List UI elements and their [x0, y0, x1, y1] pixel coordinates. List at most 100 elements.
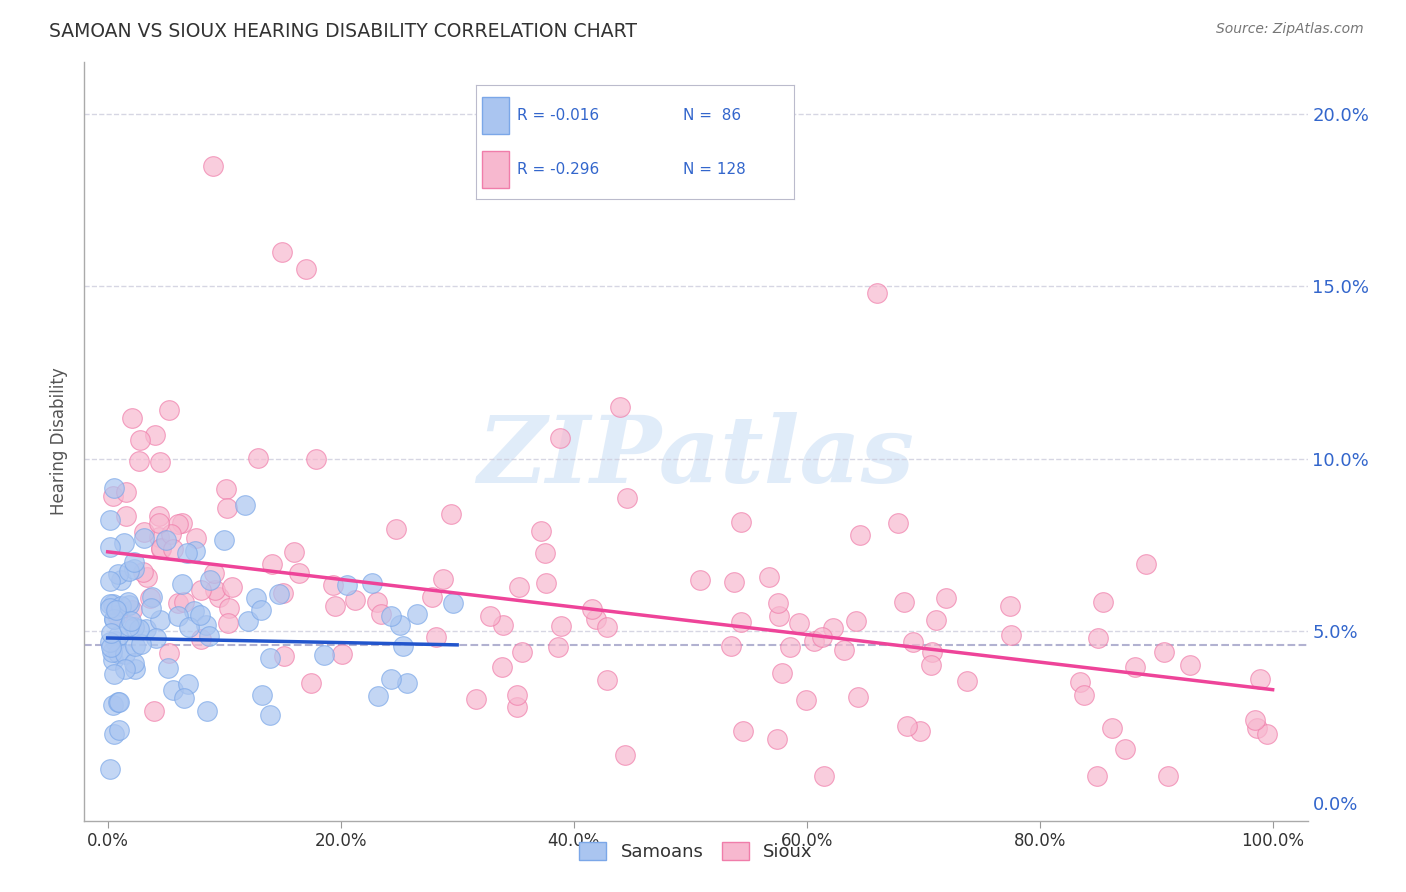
- Point: [823, 621, 845, 635]
- Point: [1243, 714, 1265, 728]
- Point: [166, 608, 188, 623]
- Point: [392, 640, 415, 654]
- Point: [396, 676, 419, 690]
- Point: [766, 731, 789, 746]
- Point: [98, 635, 121, 649]
- Point: [98, 513, 121, 527]
- Point: [770, 666, 793, 681]
- Point: [100, 640, 122, 655]
- Point: [139, 601, 162, 615]
- Point: [1246, 721, 1268, 735]
- Point: [865, 286, 887, 301]
- Point: [221, 580, 243, 594]
- Point: [118, 598, 141, 612]
- Point: [1000, 628, 1022, 642]
- Point: [143, 704, 166, 718]
- Point: [129, 434, 152, 448]
- Point: [156, 661, 179, 675]
- Point: [305, 452, 328, 467]
- Point: [1256, 727, 1278, 741]
- Point: [150, 542, 173, 557]
- Point: [135, 570, 157, 584]
- Point: [344, 592, 367, 607]
- Point: [330, 647, 353, 661]
- Point: [813, 769, 835, 783]
- Text: SAMOAN VS SIOUX HEARING DISABILITY CORRELATION CHART: SAMOAN VS SIOUX HEARING DISABILITY CORRE…: [49, 22, 637, 41]
- Point: [110, 573, 132, 587]
- Point: [322, 578, 344, 592]
- Point: [758, 570, 780, 584]
- Point: [129, 637, 152, 651]
- Point: [172, 516, 194, 530]
- Point: [103, 489, 125, 503]
- Point: [547, 640, 569, 654]
- Point: [167, 517, 190, 532]
- Point: [114, 509, 136, 524]
- Point: [98, 540, 121, 554]
- Point: [198, 629, 221, 643]
- Point: [148, 516, 170, 531]
- Point: [271, 586, 294, 600]
- Point: [689, 573, 711, 587]
- Point: [194, 618, 217, 632]
- Point: [98, 762, 121, 776]
- Point: [183, 604, 205, 618]
- Point: [107, 566, 129, 581]
- Point: [132, 532, 155, 546]
- Point: [1073, 688, 1095, 702]
- Point: [141, 590, 163, 604]
- Point: [103, 727, 125, 741]
- Point: [1135, 557, 1157, 571]
- Point: [162, 541, 184, 556]
- Point: [103, 612, 125, 626]
- Point: [135, 622, 157, 636]
- Point: [1069, 674, 1091, 689]
- Point: [596, 673, 619, 688]
- Point: [935, 591, 957, 605]
- Point: [803, 634, 825, 648]
- Point: [101, 645, 124, 659]
- Point: [249, 603, 271, 617]
- Point: [1091, 594, 1114, 608]
- Point: [380, 608, 402, 623]
- Point: [887, 516, 910, 530]
- Point: [508, 580, 530, 594]
- Point: [112, 536, 135, 550]
- Point: [299, 676, 322, 690]
- Point: [215, 482, 238, 496]
- Point: [131, 565, 153, 579]
- Point: [283, 545, 305, 559]
- Point: [124, 619, 146, 633]
- Point: [118, 564, 141, 578]
- Point: [107, 646, 129, 660]
- Point: [217, 501, 239, 516]
- Point: [184, 543, 207, 558]
- Point: [896, 719, 918, 733]
- Point: [122, 555, 145, 569]
- Point: [893, 595, 915, 609]
- Point: [955, 673, 977, 688]
- Point: [100, 626, 122, 640]
- Point: [122, 657, 145, 671]
- Point: [108, 695, 131, 709]
- Point: [148, 508, 170, 523]
- Point: [789, 616, 811, 631]
- Point: [491, 659, 513, 673]
- Point: [849, 528, 872, 542]
- Point: [779, 640, 801, 655]
- Point: [921, 645, 943, 659]
- Point: [920, 657, 942, 672]
- Point: [124, 662, 146, 676]
- Point: [1087, 769, 1109, 783]
- Point: [406, 607, 429, 622]
- Point: [128, 622, 150, 636]
- Point: [846, 690, 869, 704]
- Point: [441, 596, 464, 610]
- Point: [148, 530, 170, 544]
- Point: [464, 692, 486, 706]
- Point: [101, 597, 124, 611]
- Point: [384, 522, 406, 536]
- Point: [811, 630, 834, 644]
- Point: [117, 595, 139, 609]
- Point: [149, 455, 172, 469]
